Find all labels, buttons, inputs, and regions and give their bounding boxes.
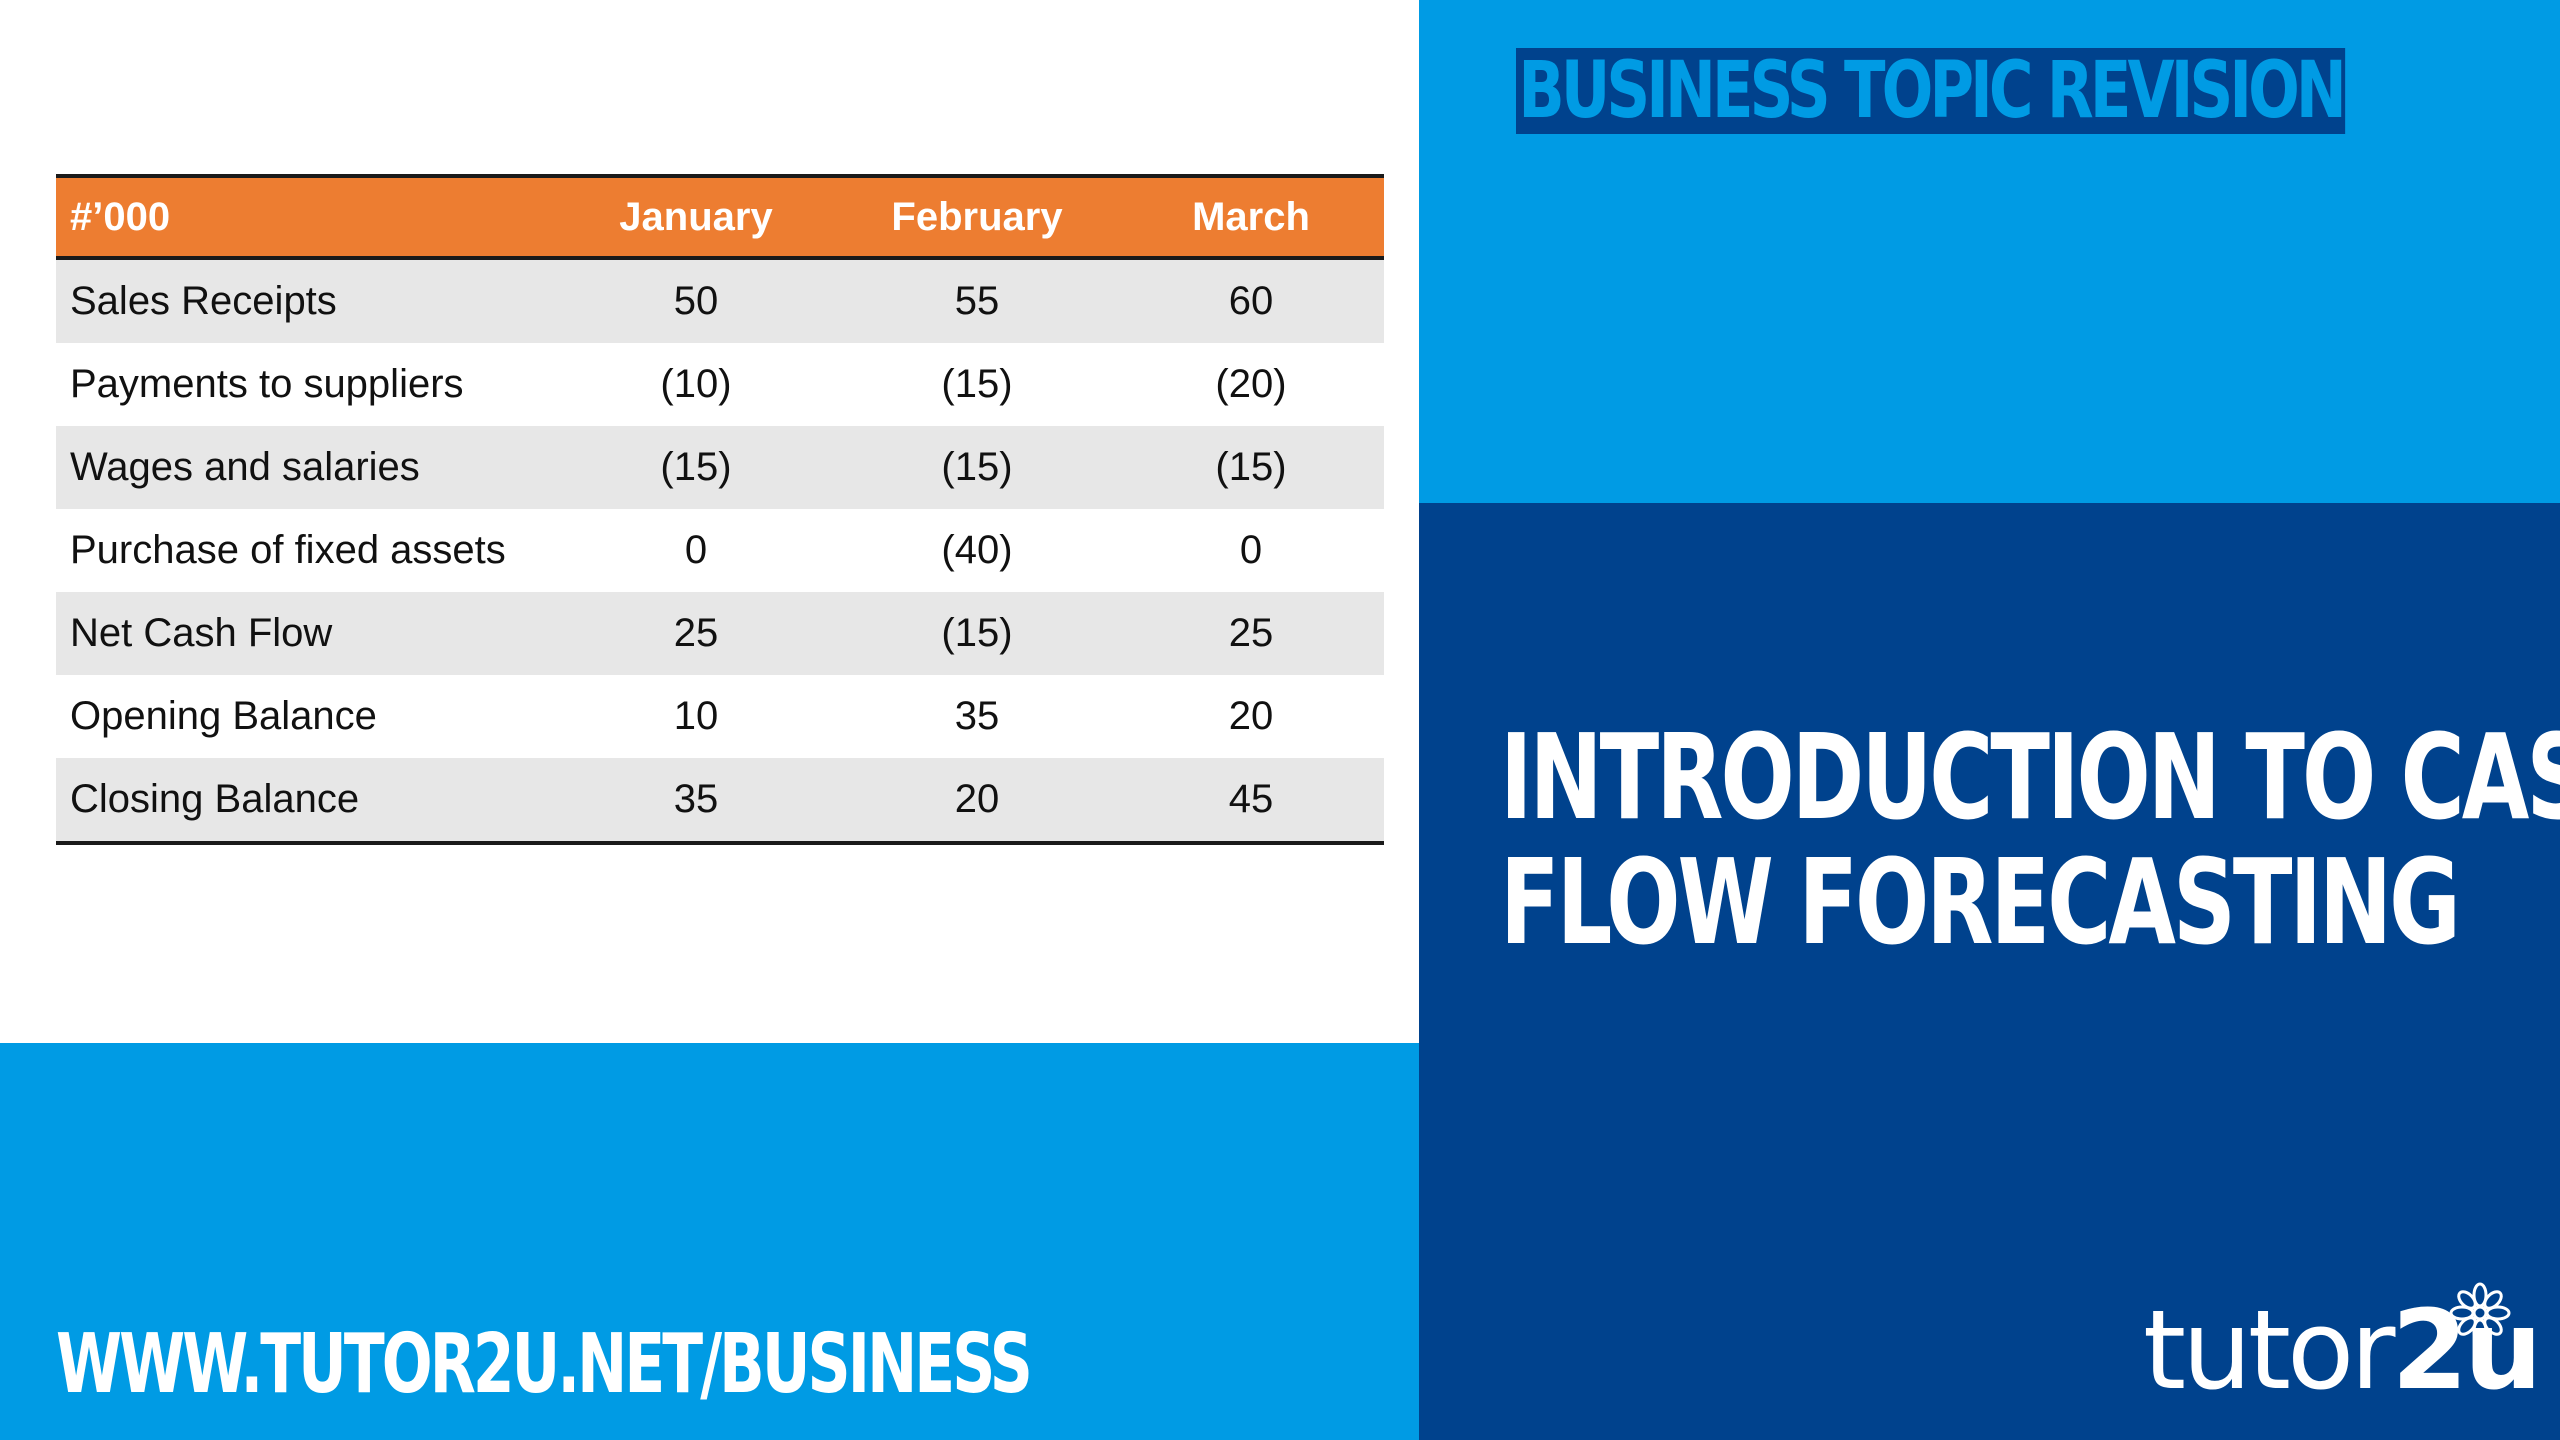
cash-flow-table-container: #’000 January February March Sales Recei… (56, 174, 1384, 845)
table-cell: (15) (1215, 445, 1287, 489)
table-row: Net Cash Flow 25 (15) 25 (56, 592, 1384, 675)
table-row: Purchase of fixed assets 0 (40) 0 (56, 509, 1384, 592)
table-cell: 35 (673, 777, 719, 821)
footer-panel (0, 1043, 1419, 1440)
brand-logo: tutor2u (2143, 1285, 2542, 1415)
header-cell: February (891, 194, 1063, 239)
table-cell: 10 (673, 694, 719, 738)
table-cell: 0 (684, 528, 708, 572)
table-cell: (20) (1215, 362, 1287, 406)
table-cell: 55 (954, 279, 1000, 323)
header-cell: March (1192, 194, 1310, 239)
table-row: Wages and salaries (15) (15) (15) (56, 426, 1384, 509)
row-label: Sales Receipts (70, 279, 337, 323)
row-label: Wages and salaries (70, 445, 420, 489)
row-label: Payments to suppliers (70, 362, 464, 406)
table-cell: (10) (660, 362, 732, 406)
table-cell: (15) (941, 611, 1013, 655)
brand-text-tutor: tutor (2143, 1286, 2396, 1414)
table-cell: (15) (941, 362, 1013, 406)
table-cell: 25 (1228, 611, 1274, 655)
table-cell: 60 (1228, 279, 1274, 323)
website-link[interactable]: WWW.TUTOR2U.NET/BUSINESS (56, 1317, 1033, 1412)
row-label: Net Cash Flow (70, 611, 333, 655)
table-row: Sales Receipts 50 55 60 (56, 258, 1384, 343)
flower-icon (2449, 1282, 2511, 1344)
table-header-row: #’000 January February March (56, 176, 1384, 258)
content-panel (0, 0, 1419, 1043)
row-label: Purchase of fixed assets (70, 528, 506, 572)
header-cell: January (619, 194, 773, 239)
cash-flow-table: #’000 January February March Sales Recei… (56, 174, 1384, 845)
table-cell: 20 (954, 777, 1000, 821)
table-cell: 25 (673, 611, 719, 655)
table-row: Closing Balance 35 20 45 (56, 758, 1384, 843)
slide-title: INTRODUCTION TO CASH FLOW FORECASTING (1500, 708, 2560, 971)
table-cell: 35 (954, 694, 1000, 738)
table-cell: 50 (673, 279, 719, 323)
table-cell: 20 (1228, 694, 1274, 738)
row-label: Opening Balance (70, 694, 377, 738)
table-cell: 45 (1228, 777, 1274, 821)
row-label: Closing Balance (70, 777, 360, 821)
table-cell: (15) (660, 445, 732, 489)
title-panel (1419, 503, 2560, 1440)
table-cell: (40) (941, 528, 1013, 572)
table-row: Opening Balance 10 35 20 (56, 675, 1384, 758)
table-cell: (15) (941, 445, 1013, 489)
title-line-1: INTRODUCTION TO CASH (1500, 708, 2560, 846)
title-line-2: FLOW FORECASTING (1500, 833, 2461, 971)
topic-label: BUSINESS TOPIC REVISION (1516, 48, 2347, 134)
table-row: Payments to suppliers (10) (15) (20) (56, 343, 1384, 426)
table-cell: 0 (1239, 528, 1263, 572)
header-cell: #’000 (70, 194, 171, 239)
